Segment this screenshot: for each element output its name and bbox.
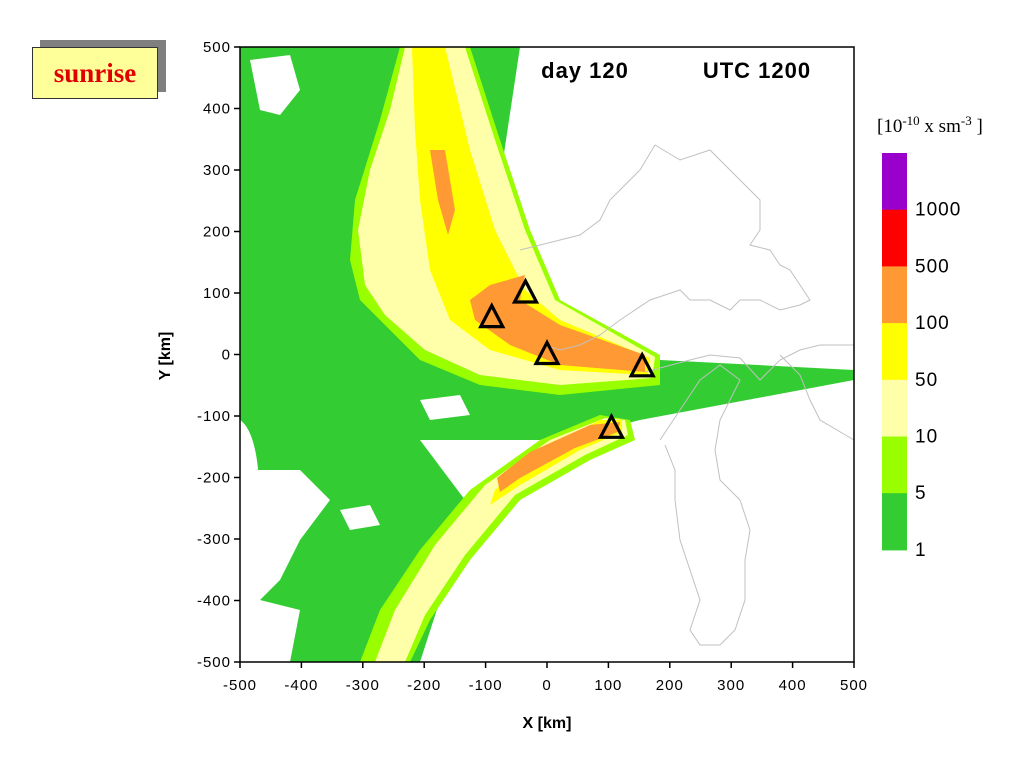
colorbar-swatch-6 [882, 493, 907, 551]
colorbar-swatch-4 [882, 379, 907, 437]
x-axis: -500 -400 -300 -200 -100 0 100 200 300 400 500 [223, 662, 868, 694]
field-blank-north [500, 47, 854, 370]
day-label: day 120 [541, 58, 629, 83]
x-tick-label-10: 500 [840, 677, 868, 694]
colorbar-swatch-2 [882, 266, 907, 324]
colorbar-unit-mid: x sm [920, 116, 961, 137]
colorbar-unit: [10-10 x sm-3 ] [877, 113, 983, 137]
colorbar-swatch-5 [882, 436, 907, 494]
field-region-yellow-north [412, 47, 650, 375]
field-region-orange-south [497, 422, 620, 492]
x-tick-label-1: -400 [284, 677, 318, 694]
x-tick-label-2: -300 [346, 677, 380, 694]
y-tick-label-1: -400 [197, 593, 231, 610]
x-tick-label-0: -500 [223, 677, 257, 694]
lake-outline [519, 144, 855, 646]
field-region-orange-streak [430, 150, 455, 235]
colorbar-label-3: 50 [915, 370, 938, 391]
x-axis-title: X [km] [523, 715, 572, 732]
y-tick-label-4: -100 [197, 408, 231, 425]
colorbar: 1000 500 100 50 10 5 1 [882, 153, 961, 561]
colorbar-label-4: 10 [915, 427, 938, 448]
colorbar-swatch-0 [882, 153, 907, 211]
field-blank-spot2 [420, 395, 470, 420]
source-marker-0 [511, 277, 540, 304]
colorbar-label-5: 5 [915, 483, 927, 504]
colorbar-swatch-1 [882, 209, 907, 267]
y-tick-label-0: -500 [197, 654, 231, 671]
plume-field [240, 47, 854, 662]
source-marker-3 [628, 351, 656, 378]
x-tick-label-8: 300 [717, 677, 745, 694]
source-marker-2 [533, 339, 561, 366]
x-tick-label-5: 0 [542, 677, 551, 694]
colorbar-label-2: 100 [915, 313, 950, 334]
field-region-orange-north [470, 275, 645, 372]
source-marker-1 [478, 302, 506, 329]
y-tick-label-10: 500 [203, 39, 231, 56]
colorbar-unit-exp2: -3 [961, 113, 972, 128]
source-markers [478, 277, 656, 439]
x-tick-label-4: -100 [469, 677, 503, 694]
sunrise-badge: sunrise [32, 47, 158, 99]
x-tick-label-6: 100 [594, 677, 622, 694]
utc-label: UTC 1200 [703, 58, 811, 83]
colorbar-label-1: 500 [915, 256, 950, 277]
y-tick-label-5: 0 [222, 347, 231, 364]
y-tick-label-2: -300 [197, 531, 231, 548]
colorbar-unit-end: ] [972, 116, 983, 137]
y-tick-label-3: -200 [197, 470, 231, 487]
colorbar-label-6: 1 [915, 540, 927, 561]
y-axis: -500 -400 -300 -200 -100 0 100 200 300 400 500 [197, 39, 240, 671]
field-blank-spot1 [340, 505, 380, 530]
y-tick-label-7: 200 [203, 224, 231, 241]
field-blank-south [240, 470, 330, 662]
y-axis-title: Y [km] [157, 332, 174, 381]
x-tick-label-7: 200 [656, 677, 684, 694]
source-marker-4 [597, 412, 626, 439]
field-blank-nw [250, 55, 300, 115]
colorbar-unit-exp1: -10 [902, 113, 919, 128]
colorbar-swatch-3 [882, 323, 907, 381]
colorbar-unit-base: [10 [877, 116, 902, 137]
colorbar-label-0: 1000 [915, 200, 961, 221]
x-tick-label-9: 400 [779, 677, 807, 694]
y-tick-label-6: 100 [203, 285, 231, 302]
y-tick-label-8: 300 [203, 162, 231, 179]
x-tick-label-3: -200 [407, 677, 441, 694]
field-region-paleyellow-south [375, 418, 628, 662]
y-tick-label-9: 400 [203, 101, 231, 118]
